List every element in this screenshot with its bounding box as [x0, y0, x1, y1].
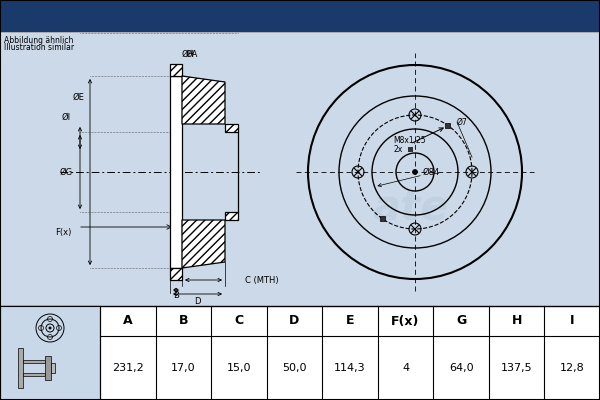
Bar: [45, 356, 51, 380]
Polygon shape: [182, 220, 225, 268]
Bar: [0, 306, 600, 400]
Bar: [0, 32, 600, 306]
Text: ØI: ØI: [61, 112, 71, 122]
Text: B: B: [179, 314, 188, 328]
Polygon shape: [170, 268, 182, 280]
Text: 137,5: 137,5: [501, 363, 532, 373]
Polygon shape: [225, 124, 238, 132]
Text: 114,3: 114,3: [334, 363, 366, 373]
Bar: [51, 363, 55, 373]
Text: 231,2: 231,2: [112, 363, 143, 373]
Text: Ø84: Ø84: [423, 168, 440, 176]
Text: 12,8: 12,8: [560, 363, 584, 373]
Text: D: D: [194, 296, 201, 306]
Text: 15,0: 15,0: [227, 363, 251, 373]
Text: Ø7: Ø7: [457, 118, 468, 126]
Text: 4: 4: [402, 363, 409, 373]
Text: ØA: ØA: [186, 50, 198, 58]
Text: ØH: ØH: [182, 50, 194, 58]
Text: C (MTH): C (MTH): [245, 276, 278, 284]
Text: 417103: 417103: [383, 7, 458, 25]
Polygon shape: [170, 64, 182, 76]
Text: ØG: ØG: [59, 168, 73, 176]
Text: H: H: [511, 314, 522, 328]
Bar: [0, 306, 100, 400]
Text: I: I: [570, 314, 574, 328]
Text: 17,0: 17,0: [171, 363, 196, 373]
Bar: [23, 373, 45, 376]
Bar: [170, 76, 182, 268]
Text: B: B: [173, 292, 179, 300]
Text: ØE: ØE: [72, 92, 84, 102]
Text: 50,0: 50,0: [282, 363, 307, 373]
Bar: [18, 348, 23, 388]
Bar: [0, 0, 600, 32]
Circle shape: [49, 326, 52, 330]
Text: 2x: 2x: [393, 144, 402, 154]
Bar: [408, 147, 413, 152]
Text: M8x1,25: M8x1,25: [393, 136, 425, 144]
Text: 24.0117-0103.1: 24.0117-0103.1: [131, 7, 289, 25]
Text: C: C: [235, 314, 244, 328]
Text: Illustration similar: Illustration similar: [4, 43, 74, 52]
Text: F(x): F(x): [391, 314, 420, 328]
Text: D: D: [289, 314, 299, 328]
Text: E: E: [346, 314, 354, 328]
Text: F(x): F(x): [55, 228, 71, 236]
Text: Abbildung ähnlich: Abbildung ähnlich: [4, 36, 73, 45]
Polygon shape: [182, 76, 225, 124]
Circle shape: [413, 170, 418, 174]
Bar: [23, 360, 45, 363]
Text: ate: ate: [372, 186, 448, 228]
Text: 64,0: 64,0: [449, 363, 473, 373]
Text: A: A: [123, 314, 133, 328]
Polygon shape: [225, 212, 238, 220]
Text: G: G: [456, 314, 466, 328]
Bar: [445, 123, 450, 128]
Bar: [380, 216, 385, 221]
